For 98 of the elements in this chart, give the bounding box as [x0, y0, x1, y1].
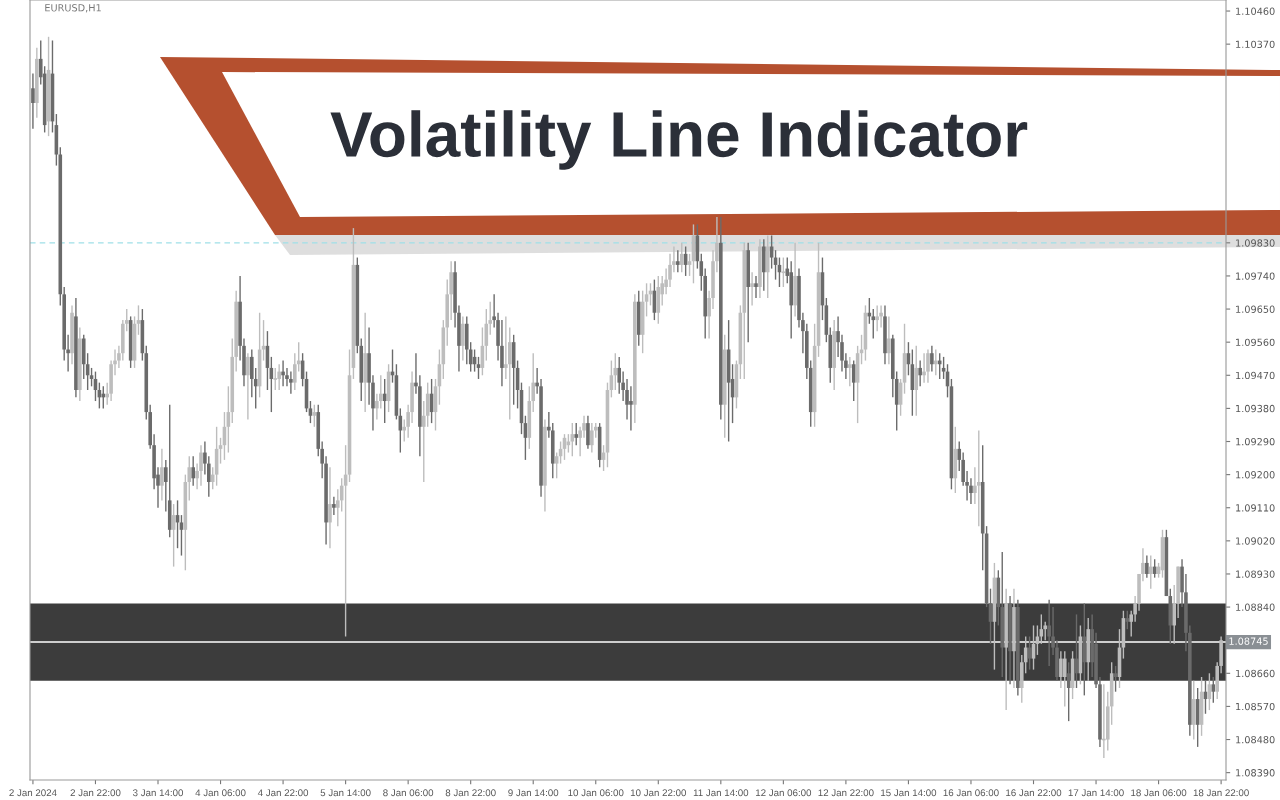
- x-tick-label: 16 Jan 06:00: [943, 789, 999, 797]
- x-tick-label: 10 Jan 22:00: [630, 789, 687, 797]
- candlestick: [679, 242, 684, 273]
- candlestick: [461, 315, 465, 362]
- candlestick: [976, 429, 981, 527]
- y-tick-label: 1.08930: [1236, 570, 1275, 578]
- candlestick: [272, 367, 278, 391]
- candlestick: [590, 422, 594, 454]
- candlestick: [160, 448, 164, 502]
- y-tick-label: 1.08570: [1236, 702, 1275, 711]
- candlestick: [89, 367, 94, 388]
- candlestick: [332, 496, 336, 516]
- candlestick: [937, 352, 942, 380]
- candlestick: [101, 385, 106, 410]
- candlestick: [754, 275, 758, 299]
- x-tick-label: 4 Jan 06:00: [195, 789, 246, 797]
- y-tick-label: 1.08660: [1236, 669, 1275, 678]
- ref-line-label: 1.08745: [1229, 637, 1268, 645]
- candlestick: [246, 352, 250, 421]
- candlestick: [644, 282, 649, 318]
- candlestick: [570, 422, 575, 457]
- y-tick-label: 1.09740: [1236, 272, 1275, 280]
- x-tick-label: 8 Jan 22:00: [445, 789, 496, 797]
- candlestick: [308, 400, 313, 424]
- x-tick-label: 15 Jan 14:00: [881, 789, 937, 797]
- x-tick-label: 8 Jan 06:00: [383, 789, 434, 797]
- candlestick: [687, 253, 692, 277]
- candlestick: [1047, 599, 1051, 667]
- candlestick: [941, 356, 946, 380]
- y-tick-label: 1.09470: [1236, 371, 1275, 380]
- y-tick-label: 1.09110: [1236, 504, 1275, 512]
- candlestick: [554, 451, 559, 479]
- candlestick: [1059, 650, 1063, 689]
- candlestick: [199, 444, 203, 487]
- candlestick: [1113, 665, 1118, 693]
- y-tick-label: 1.09020: [1236, 537, 1275, 545]
- x-tick-label: 5 Jan 14:00: [320, 789, 371, 797]
- x-tick-label: 12 Jan 06:00: [756, 789, 812, 797]
- candlestick: [934, 348, 938, 376]
- x-tick-label: 17 Jan 14:00: [1068, 789, 1124, 797]
- x-tick-label: 18 Jan 22:00: [1193, 789, 1249, 797]
- y-tick-label: 1.10370: [1236, 40, 1275, 48]
- candlestick: [926, 348, 930, 384]
- candlestick: [1211, 676, 1216, 704]
- candlestick: [750, 271, 754, 307]
- y-tick-label: 1.09290: [1236, 437, 1275, 446]
- candlestick: [328, 466, 332, 549]
- candlestick: [629, 385, 633, 432]
- candlestick: [289, 370, 293, 395]
- candlestick: [1039, 613, 1044, 645]
- candlestick: [780, 256, 786, 288]
- candlestick: [676, 249, 680, 273]
- candlestick: [312, 404, 317, 428]
- y-tick-label: 1.09200: [1236, 471, 1275, 479]
- candlestick: [31, 72, 35, 130]
- candlestick: [218, 437, 223, 465]
- y-tick-label: 1.09650: [1236, 305, 1275, 313]
- x-tick-label: 12 Jan 22:00: [818, 789, 874, 797]
- x-tick-label: 18 Jan 06:00: [1131, 789, 1187, 797]
- candlestick: [1125, 610, 1130, 630]
- candlestick: [574, 422, 579, 446]
- x-tick-label: 11 Jan 14:00: [693, 789, 749, 797]
- candlestick: [476, 356, 481, 380]
- text: Volatility Line Indicator: [330, 110, 1028, 170]
- x-tick-label: 2 Jan 2024: [9, 789, 57, 797]
- x-tick-label: 16 Jan 22:00: [1006, 789, 1062, 797]
- x-tick-label: 2 Jan 22:00: [70, 789, 121, 797]
- annotation: EURUSD,H1: [45, 4, 101, 13]
- y-tick-label: 1.08480: [1236, 736, 1275, 744]
- candlestick: [586, 415, 590, 450]
- y-tick-label: 1.09830: [1236, 239, 1275, 247]
- y-tick-label: 1.08840: [1236, 603, 1275, 611]
- x-tick-label: 9 Jan 14:00: [508, 789, 559, 797]
- candlestick: [191, 455, 195, 487]
- y-tick-label: 1.10460: [1236, 7, 1275, 15]
- candlestick: [1148, 554, 1153, 590]
- candlestick: [261, 319, 266, 362]
- y-tick-label: 1.08390: [1236, 769, 1275, 777]
- candlestick: [875, 304, 879, 332]
- x-tick-label: 10 Jan 06:00: [568, 789, 624, 797]
- candlestick: [918, 359, 922, 388]
- y-tick-label: 1.09380: [1236, 404, 1275, 413]
- candlestick: [930, 345, 934, 373]
- candlestick: [879, 304, 883, 329]
- x-tick-label: 4 Jan 22:00: [257, 789, 309, 797]
- candlestick: [136, 304, 141, 336]
- candlestick: [281, 359, 285, 388]
- candlestick: [277, 363, 281, 391]
- candlestick: [914, 345, 919, 417]
- candlestick: [887, 315, 891, 365]
- y-tick-label: 1.09560: [1236, 338, 1275, 346]
- candlestick: [179, 514, 184, 557]
- candlestick: [922, 352, 926, 384]
- x-tick-label: 3 Jan 14:00: [132, 789, 184, 797]
- candlestick: [1062, 650, 1067, 708]
- candlestick: [848, 356, 852, 388]
- candlestick: [851, 359, 856, 402]
- candlestick: [1145, 554, 1149, 579]
